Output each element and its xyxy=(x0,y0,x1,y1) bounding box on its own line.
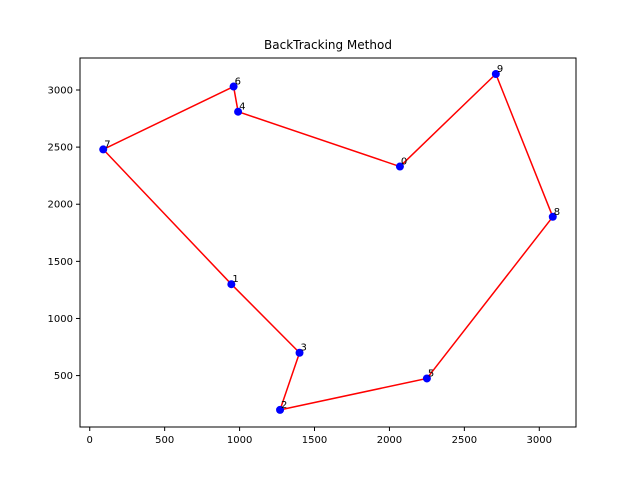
route-segment xyxy=(237,110,401,168)
route-segment xyxy=(102,148,233,285)
city-label: 3 xyxy=(301,343,307,354)
route-segment xyxy=(279,351,301,411)
y-tick-label: 2000 xyxy=(48,200,73,211)
route-segment xyxy=(279,377,428,411)
data-points xyxy=(99,69,557,414)
city-point xyxy=(234,107,243,116)
city-point xyxy=(276,405,285,414)
x-tick-label: 0 xyxy=(87,435,93,446)
city-point xyxy=(548,212,557,221)
y-tick-label: 3000 xyxy=(48,85,73,96)
city-label: 9 xyxy=(497,64,503,75)
x-tick-label: 2000 xyxy=(377,435,402,446)
route-segment xyxy=(426,216,554,380)
x-tick-label: 2500 xyxy=(452,435,477,446)
y-tick-label: 500 xyxy=(54,371,73,382)
point-labels: 0 1 2 3 4 5 6 7 8 9 xyxy=(104,64,560,411)
city-label: 5 xyxy=(428,368,434,379)
city-point xyxy=(491,69,500,78)
y-tick-label: 1000 xyxy=(48,314,73,325)
city-label: 7 xyxy=(104,139,110,150)
route-segment xyxy=(230,283,301,354)
y-tick-label: 2500 xyxy=(48,143,73,154)
city-label: 0 xyxy=(401,157,407,168)
city-point xyxy=(227,280,236,289)
city-point xyxy=(295,348,304,357)
route-segment xyxy=(102,85,235,151)
city-point xyxy=(99,145,108,154)
chart-title: BackTracking Method xyxy=(264,38,392,52)
x-tick-label: 1500 xyxy=(302,435,327,446)
x-tick-label: 3000 xyxy=(527,435,552,446)
axis-ticks: 0 500 1000 1500 2000 2500 3000 500 1000 1500 2000 2… xyxy=(48,85,552,446)
city-label: 4 xyxy=(239,102,245,113)
city-label: 1 xyxy=(232,274,238,285)
city-label: 6 xyxy=(235,77,241,88)
city-point xyxy=(422,374,431,383)
city-point xyxy=(395,162,404,171)
city-label: 2 xyxy=(281,400,287,411)
route-segment xyxy=(399,73,497,168)
plot-frame xyxy=(79,57,577,428)
city-label: 8 xyxy=(554,207,560,218)
route-lines xyxy=(102,73,554,411)
route-segment xyxy=(495,73,554,218)
x-tick-label: 1000 xyxy=(227,435,252,446)
route-segment xyxy=(232,85,239,113)
city-point xyxy=(229,82,238,91)
y-tick-label: 1500 xyxy=(48,257,73,268)
x-tick-label: 500 xyxy=(155,435,174,446)
